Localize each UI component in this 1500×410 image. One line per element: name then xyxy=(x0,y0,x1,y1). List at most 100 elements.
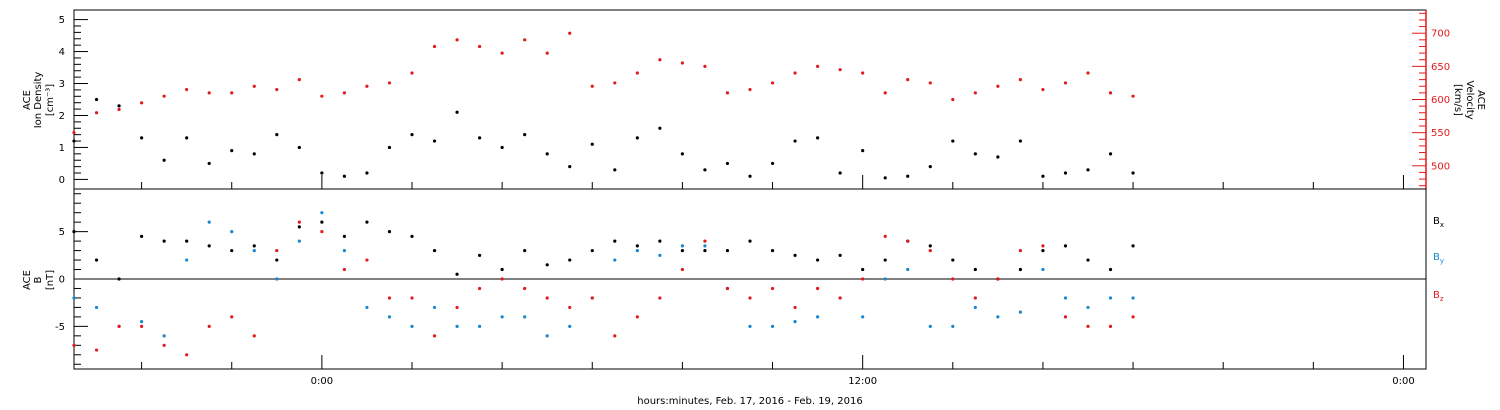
data-point xyxy=(996,84,1000,88)
data-point xyxy=(973,267,977,272)
data-point xyxy=(72,296,76,300)
bottom-left-axis: -5 0 5 xyxy=(55,193,88,365)
data-point xyxy=(230,248,234,253)
data-point xyxy=(117,107,121,112)
data-point xyxy=(72,343,76,347)
data-point xyxy=(680,267,685,272)
data-point xyxy=(793,139,797,143)
data-point xyxy=(838,253,842,257)
top-right-tick-label: 600 xyxy=(1431,95,1450,106)
data-point xyxy=(658,58,662,62)
data-point xyxy=(410,324,414,328)
data-point xyxy=(275,248,279,253)
data-point xyxy=(613,81,617,85)
bottom-legend: Bx By Bz xyxy=(1433,216,1444,303)
data-point xyxy=(207,244,211,248)
data-point xyxy=(928,248,932,253)
bottom-left-tick-label: 0 xyxy=(59,275,65,286)
data-point xyxy=(883,176,887,180)
data-point xyxy=(275,277,279,281)
data-point xyxy=(523,248,527,253)
data-point xyxy=(748,87,752,92)
data-point xyxy=(342,248,346,253)
bottom-left-ylabel-line-2: B xyxy=(33,276,44,283)
data-point xyxy=(455,38,459,42)
data-point xyxy=(680,61,685,65)
top-right-tick-label: 700 xyxy=(1431,29,1450,40)
data-point xyxy=(951,324,955,328)
data-point xyxy=(906,239,910,243)
data-point xyxy=(973,91,977,95)
legend-entry-bz: Bz xyxy=(1433,290,1444,303)
x-axis-label: hours:minutes, Feb. 17, 2016 - Feb. 19, … xyxy=(637,396,862,407)
top-left-tick-label: 0 xyxy=(59,175,65,186)
legend-label-subscript: x xyxy=(1440,221,1444,229)
data-point xyxy=(432,334,437,338)
data-point xyxy=(185,87,189,92)
top-series-layer xyxy=(72,31,1135,180)
data-point xyxy=(1041,174,1045,178)
data-point xyxy=(1018,78,1023,82)
top-left-tick-label: 4 xyxy=(59,47,65,58)
data-point xyxy=(478,136,482,140)
data-point xyxy=(1063,296,1068,300)
data-point xyxy=(725,248,730,253)
data-point xyxy=(770,286,775,291)
data-point xyxy=(410,71,414,75)
data-point xyxy=(1018,248,1023,253)
data-point xyxy=(816,64,820,68)
data-point xyxy=(996,155,1000,159)
data-point xyxy=(1041,87,1045,92)
bottom-left-tick-label: -5 xyxy=(55,322,65,333)
data-point xyxy=(635,71,639,75)
data-point xyxy=(1086,305,1090,310)
x-tick-labels: 0:00 12:00 0:00 xyxy=(311,376,1415,387)
data-point xyxy=(861,71,865,75)
legend-label-base: B xyxy=(1433,216,1440,227)
data-point xyxy=(658,296,662,300)
data-point xyxy=(342,91,346,95)
data-point xyxy=(568,31,572,35)
data-point xyxy=(613,334,617,338)
data-point xyxy=(703,168,707,172)
data-point xyxy=(1131,315,1135,319)
data-point xyxy=(387,296,392,300)
data-point xyxy=(297,78,301,82)
data-point xyxy=(500,267,504,272)
x-tick-label: 12:00 xyxy=(848,376,877,387)
data-point xyxy=(838,296,842,300)
data-point xyxy=(94,258,99,262)
data-point xyxy=(94,305,99,310)
data-point xyxy=(207,161,211,166)
data-point xyxy=(725,286,730,291)
data-point xyxy=(1018,267,1023,272)
data-point xyxy=(816,315,820,319)
x-tick-label: 0:00 xyxy=(311,376,333,387)
bottom-left-ylabel-line-3: [nT] xyxy=(45,270,56,290)
data-point xyxy=(478,324,482,328)
data-point xyxy=(432,44,437,49)
series-velocity xyxy=(72,31,1135,135)
top-right-tick-label: 550 xyxy=(1431,128,1450,139)
data-point xyxy=(500,277,504,281)
data-point xyxy=(140,136,144,140)
data-point xyxy=(1041,244,1045,248)
data-point xyxy=(568,305,572,310)
data-point xyxy=(365,305,369,310)
data-point xyxy=(680,152,685,156)
data-point xyxy=(793,305,797,310)
data-point xyxy=(523,38,527,42)
legend-entry-by: By xyxy=(1433,252,1444,265)
data-point xyxy=(816,258,820,262)
data-point xyxy=(478,44,482,49)
data-point xyxy=(455,272,459,276)
data-point xyxy=(140,324,144,328)
data-point xyxy=(1131,171,1135,175)
data-point xyxy=(117,277,121,281)
data-point xyxy=(1131,244,1135,248)
top-right-ylabel-line-2: Velocity xyxy=(1464,80,1475,119)
data-point xyxy=(838,171,842,175)
data-point xyxy=(613,258,617,262)
data-point xyxy=(275,87,279,92)
